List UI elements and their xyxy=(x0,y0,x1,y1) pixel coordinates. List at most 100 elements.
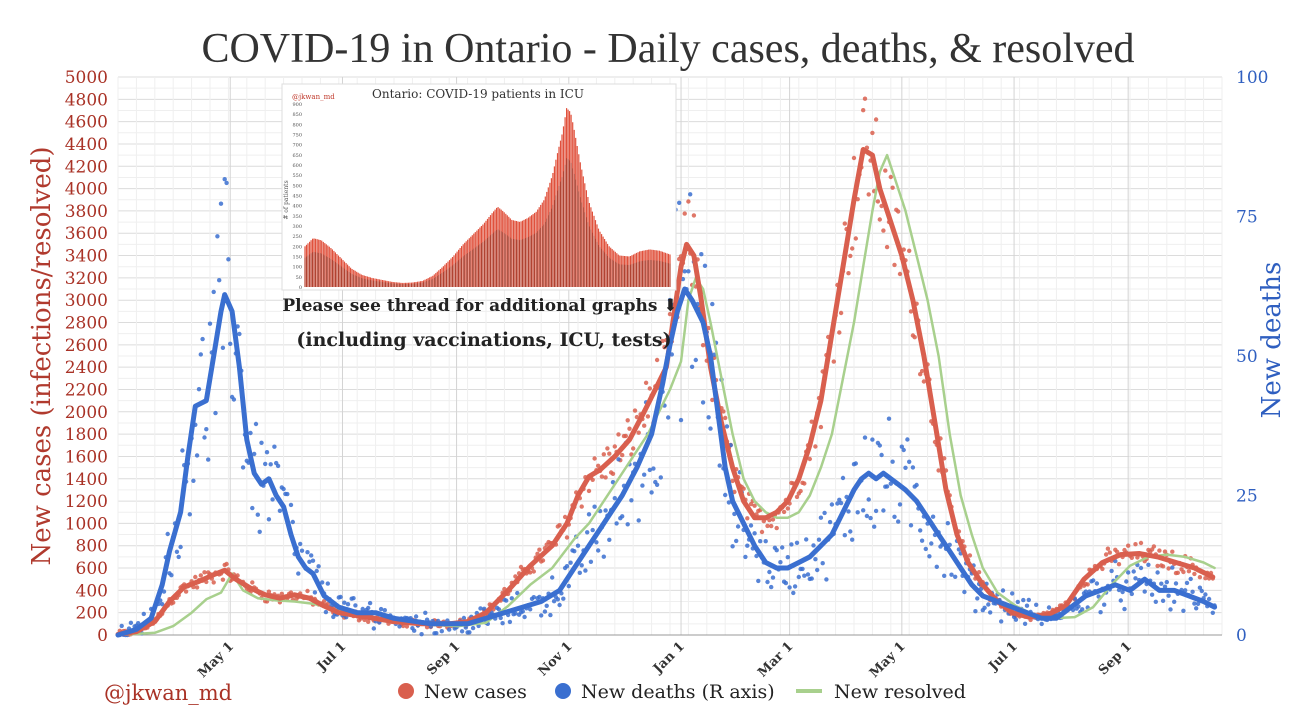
data-point xyxy=(537,594,542,600)
left-tick-label: 1600 xyxy=(65,447,108,467)
data-point xyxy=(890,459,895,464)
data-point xyxy=(886,416,892,421)
data-point xyxy=(550,575,555,580)
data-point xyxy=(807,456,812,462)
data-point xyxy=(1013,617,1019,622)
data-point xyxy=(934,564,939,569)
data-point xyxy=(1181,569,1186,575)
data-point xyxy=(579,504,584,509)
data-point xyxy=(866,192,871,197)
data-point xyxy=(590,527,595,533)
data-point xyxy=(575,543,581,548)
data-point xyxy=(774,525,779,531)
data-point xyxy=(204,427,209,432)
data-point xyxy=(907,459,912,464)
data-point xyxy=(202,435,207,440)
data-point xyxy=(183,589,189,594)
data-point xyxy=(778,560,783,565)
data-point xyxy=(625,522,630,527)
data-point xyxy=(686,199,691,204)
data-point xyxy=(748,523,754,528)
data-point xyxy=(620,514,625,519)
data-point xyxy=(1168,607,1173,612)
annotation-line-2: (including vaccinations, ICU, tests) xyxy=(296,329,671,351)
data-point xyxy=(962,589,967,595)
data-point xyxy=(1039,621,1044,627)
data-point xyxy=(1170,549,1175,554)
data-point xyxy=(732,511,737,517)
data-point xyxy=(515,590,520,596)
data-point xyxy=(735,524,741,529)
inset-tick-label: 750 xyxy=(292,133,302,139)
data-point xyxy=(883,168,888,173)
data-point xyxy=(903,465,908,470)
data-point xyxy=(798,488,803,494)
data-point xyxy=(180,448,185,453)
data-point xyxy=(918,528,923,533)
data-point xyxy=(780,545,785,550)
data-point xyxy=(259,440,264,445)
inset-tick-label: 100 xyxy=(292,265,302,271)
data-point xyxy=(220,577,226,582)
data-point xyxy=(862,435,868,440)
data-point xyxy=(596,548,601,553)
data-point xyxy=(1155,563,1160,569)
data-point xyxy=(838,310,844,316)
data-point xyxy=(802,481,807,486)
data-point xyxy=(623,433,628,439)
data-point xyxy=(279,591,284,596)
data-point xyxy=(870,437,875,442)
data-point xyxy=(1120,589,1125,595)
data-point xyxy=(305,588,310,594)
data-point xyxy=(222,177,227,182)
data-point xyxy=(1102,602,1107,607)
data-point xyxy=(610,471,616,476)
data-point xyxy=(305,550,310,555)
data-point xyxy=(215,234,220,239)
data-point xyxy=(217,278,222,283)
data-point xyxy=(1159,581,1164,586)
data-point xyxy=(419,632,424,637)
data-point xyxy=(759,529,765,535)
data-point xyxy=(583,568,588,573)
data-point xyxy=(544,603,549,608)
data-point xyxy=(708,426,713,431)
data-point xyxy=(299,548,305,553)
data-point xyxy=(631,446,636,451)
data-point xyxy=(712,352,717,357)
inset-tick-label: 150 xyxy=(292,255,302,261)
data-point xyxy=(919,538,925,543)
data-point xyxy=(1197,575,1203,580)
data-point xyxy=(1010,591,1015,596)
left-tick-label: 2000 xyxy=(65,403,108,423)
data-point xyxy=(272,444,277,449)
left-tick-label: 1800 xyxy=(65,425,108,445)
data-point xyxy=(689,364,695,369)
data-point xyxy=(412,628,417,633)
data-point xyxy=(1034,602,1039,607)
data-point xyxy=(890,185,895,190)
data-point xyxy=(1192,571,1197,577)
data-point xyxy=(647,467,652,473)
data-point xyxy=(699,252,704,257)
right-axis-ticks: 0 25 50 75 100 xyxy=(1236,68,1268,646)
inset-tick-label: 350 xyxy=(292,214,302,220)
data-point xyxy=(187,512,192,517)
data-point xyxy=(496,607,502,612)
data-point xyxy=(765,523,770,529)
data-point xyxy=(647,386,652,391)
data-point xyxy=(877,217,882,222)
data-point xyxy=(884,244,890,250)
data-point xyxy=(975,596,980,601)
data-point xyxy=(579,563,584,568)
data-point xyxy=(730,544,735,549)
data-point xyxy=(603,475,608,480)
x-tick-label: Jan 1 xyxy=(650,639,688,677)
icu-inset: @jkwan_md Ontario: COVID-19 patients in … xyxy=(281,83,677,291)
data-point xyxy=(285,491,290,497)
data-point xyxy=(649,490,654,495)
left-tick-label: 3800 xyxy=(65,202,108,222)
data-point xyxy=(693,357,698,363)
data-point xyxy=(1015,599,1020,605)
data-point xyxy=(1166,566,1171,571)
